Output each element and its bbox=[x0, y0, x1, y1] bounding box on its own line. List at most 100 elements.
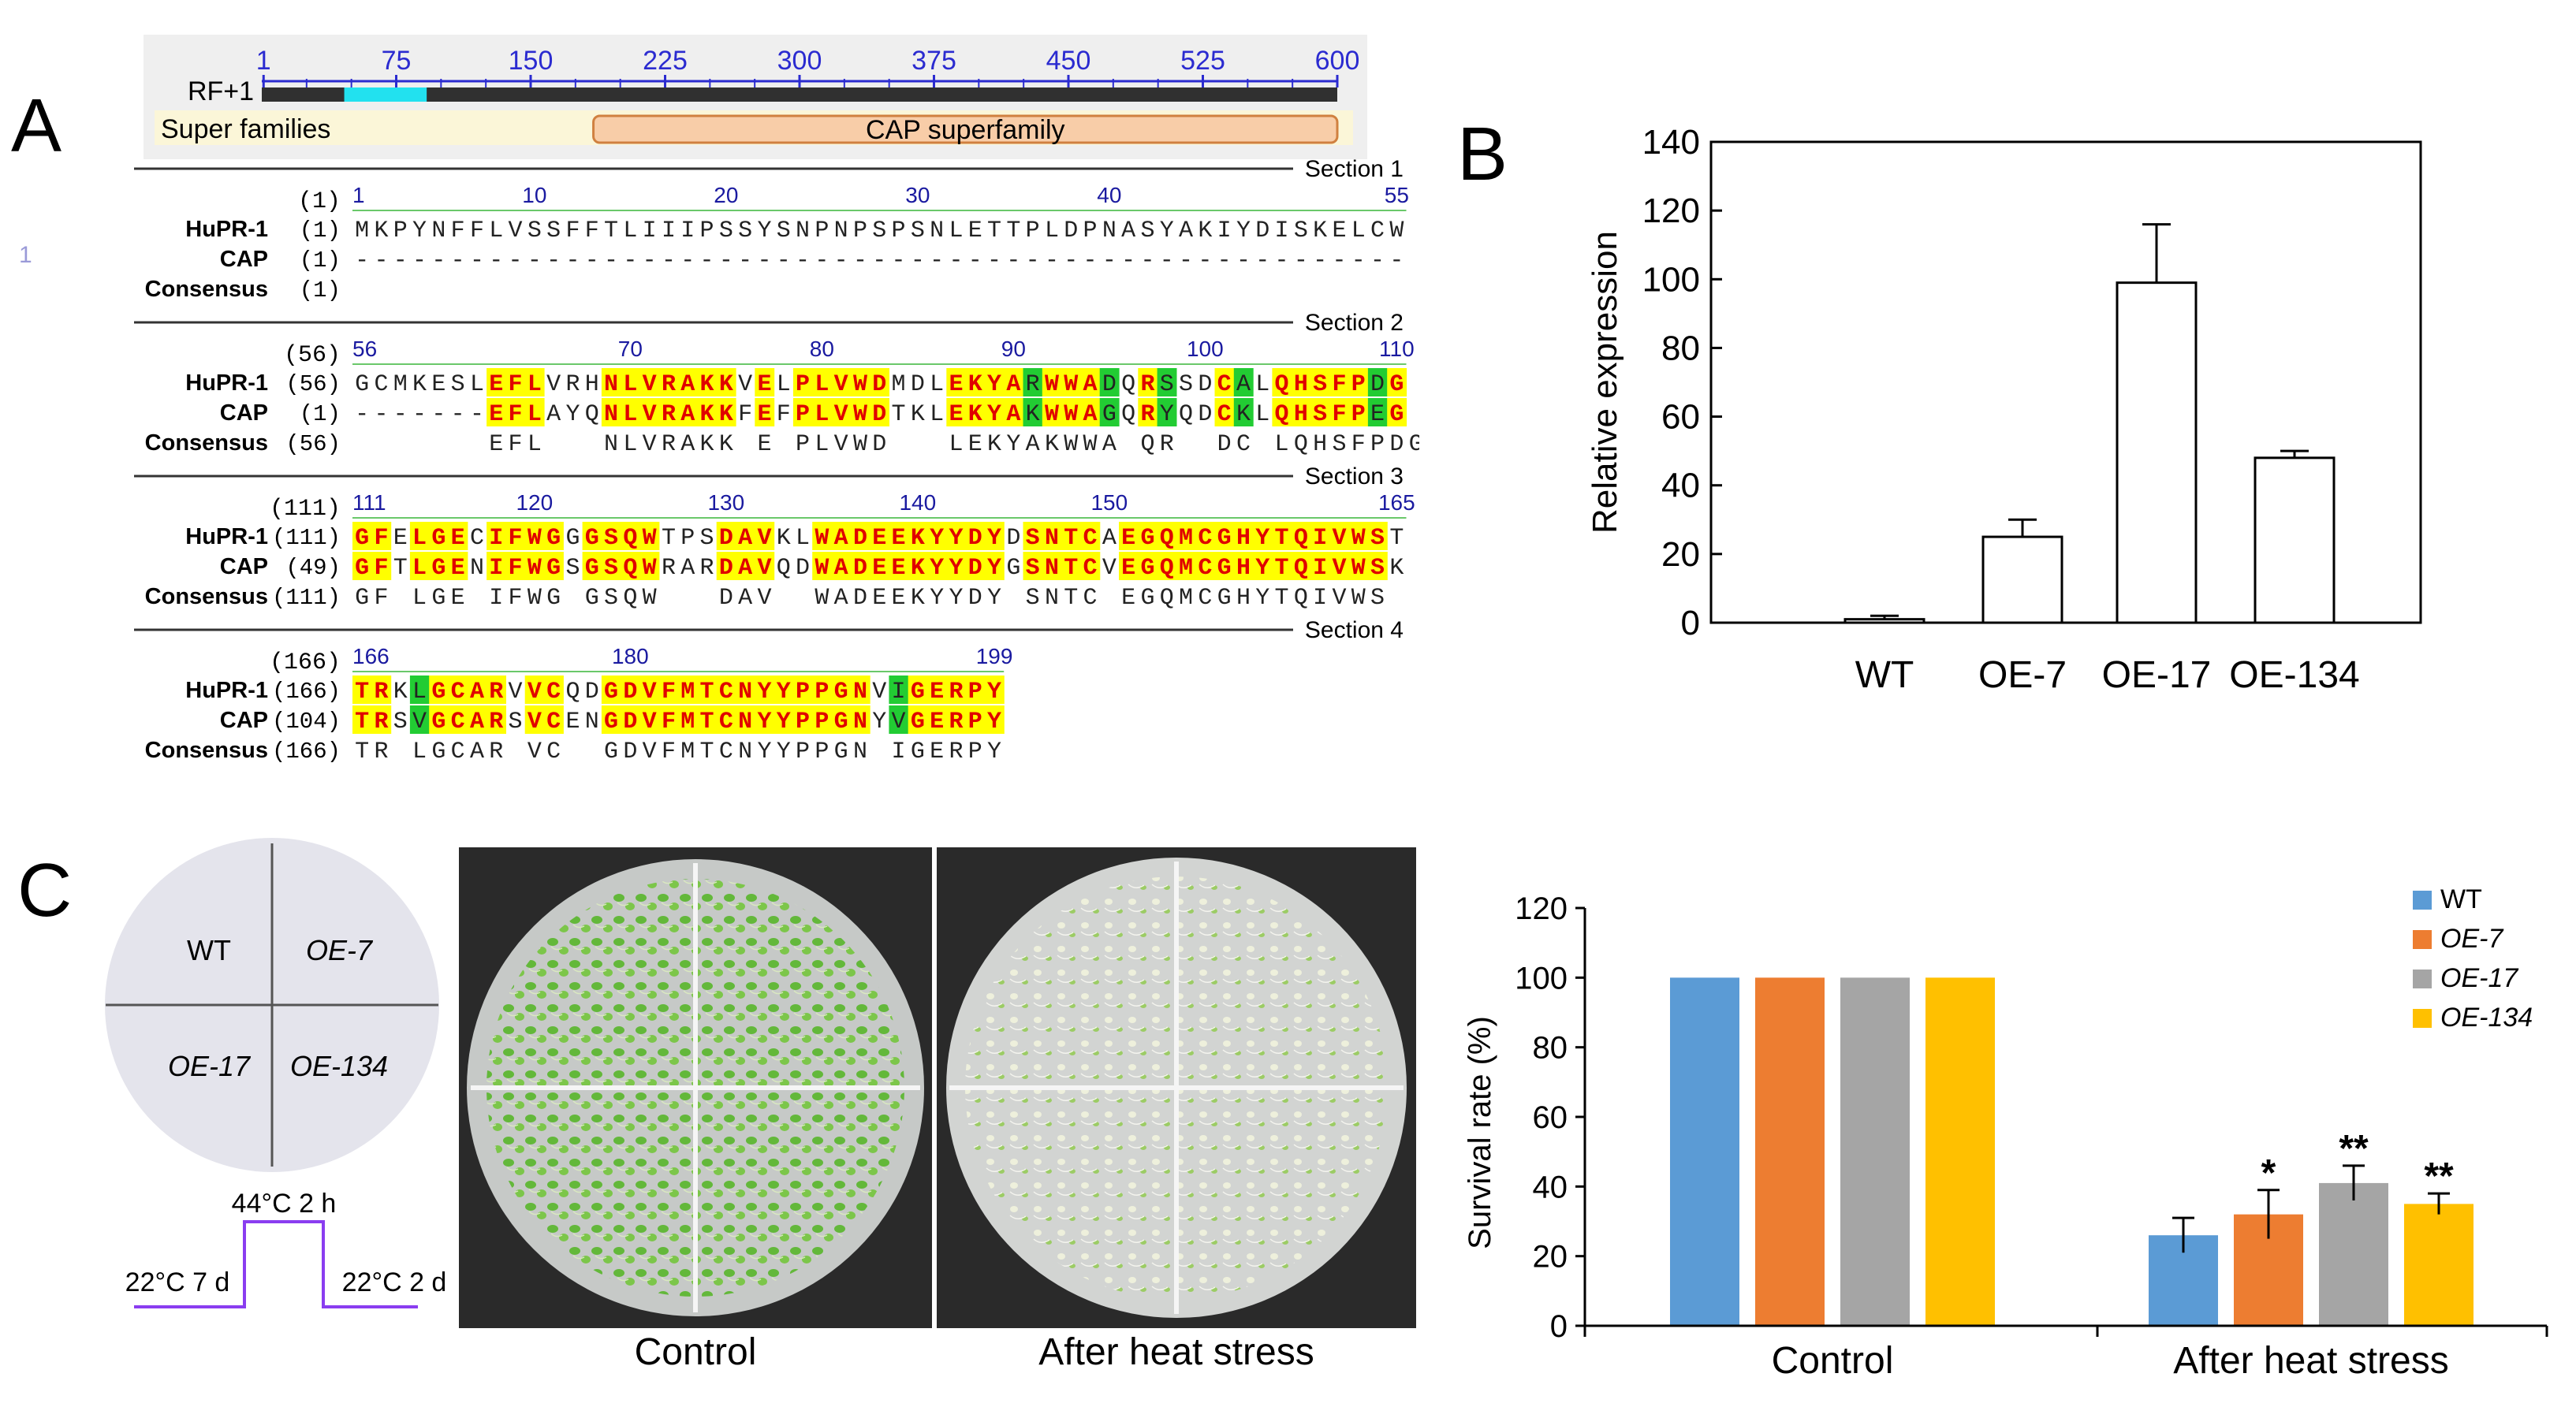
residue: - bbox=[757, 247, 771, 274]
residue: Y bbox=[777, 679, 791, 705]
identical-residue-highlight bbox=[448, 676, 468, 704]
identical-residue-highlight bbox=[601, 398, 621, 426]
survival-y-axis-label: Survival rate (%) bbox=[1463, 1016, 1497, 1249]
residue: W bbox=[1083, 431, 1098, 458]
expression-bar bbox=[2116, 281, 2198, 624]
residue: S bbox=[1370, 525, 1385, 552]
residue: I bbox=[489, 585, 503, 612]
residue: C bbox=[1217, 371, 1232, 398]
identical-residue-highlight bbox=[812, 522, 833, 550]
expression-y-tick-label: 100 bbox=[1642, 260, 1700, 299]
residue: A bbox=[1102, 525, 1117, 552]
residue: C bbox=[451, 679, 465, 705]
identical-residue-highlight bbox=[639, 368, 660, 396]
residue: S bbox=[777, 218, 791, 244]
alignment-row-position: (166) bbox=[272, 679, 341, 705]
residue: S bbox=[719, 218, 733, 244]
survival-legend: WT OE-7 OE-17 OE-134 bbox=[2413, 884, 2533, 1033]
residue: G bbox=[911, 709, 925, 735]
identical-residue-highlight bbox=[371, 676, 392, 704]
residue: D bbox=[968, 555, 982, 582]
residue: L bbox=[412, 585, 427, 612]
residue: D bbox=[585, 679, 599, 705]
ruler-number: 80 bbox=[810, 337, 834, 361]
residue: K bbox=[719, 371, 733, 398]
alignment-row-position: (1) bbox=[300, 277, 341, 303]
residue: G bbox=[1409, 431, 1419, 458]
residue: - bbox=[393, 247, 408, 274]
residue: - bbox=[738, 247, 752, 274]
residue: L bbox=[1255, 401, 1269, 428]
identical-residue-highlight bbox=[1119, 552, 1139, 580]
residue: E bbox=[489, 431, 503, 458]
identical-residue-highlight bbox=[774, 705, 794, 734]
residue: F bbox=[509, 401, 523, 428]
residue: - bbox=[412, 247, 427, 274]
identical-residue-highlight bbox=[812, 398, 833, 426]
identical-residue-highlight bbox=[352, 705, 372, 734]
identical-residue-highlight bbox=[352, 552, 372, 580]
residue: Y bbox=[1255, 525, 1269, 552]
residue: - bbox=[853, 247, 867, 274]
identical-residue-highlight bbox=[984, 398, 1005, 426]
residue: W bbox=[643, 585, 657, 612]
residue: G bbox=[1217, 525, 1232, 552]
identical-residue-highlight bbox=[831, 368, 852, 396]
residue: C bbox=[546, 739, 561, 765]
residue: S bbox=[1332, 431, 1346, 458]
temperature-profile-line bbox=[134, 1220, 418, 1308]
survival-bar bbox=[1670, 977, 1739, 1326]
residue: L bbox=[815, 371, 829, 398]
residue: L bbox=[1275, 431, 1289, 458]
residue: S bbox=[1370, 585, 1385, 612]
identical-residue-highlight bbox=[1348, 552, 1369, 580]
residue: Y bbox=[949, 525, 963, 552]
residue: E bbox=[1121, 525, 1135, 552]
residue: Y bbox=[987, 585, 1001, 612]
identical-residue-highlight bbox=[831, 552, 852, 580]
residue: - bbox=[623, 247, 637, 274]
control-plate-illustration bbox=[467, 859, 924, 1316]
residue: S bbox=[1370, 555, 1385, 582]
identical-residue-highlight bbox=[467, 705, 487, 734]
temperature-high-label: 44°C 2 h bbox=[232, 1189, 337, 1219]
residue: M bbox=[1179, 585, 1193, 612]
residue: D bbox=[1102, 371, 1117, 398]
residue: V bbox=[757, 525, 771, 552]
residue: K bbox=[719, 401, 733, 428]
residue: T bbox=[1275, 525, 1289, 552]
residue: - bbox=[1006, 247, 1020, 274]
residue: V bbox=[509, 679, 523, 705]
alignment-row-name: CAP bbox=[220, 708, 268, 733]
residue: N bbox=[738, 679, 752, 705]
residue: V bbox=[834, 371, 848, 398]
residue: Y bbox=[777, 739, 791, 765]
domain-tick-label: 600 bbox=[1315, 46, 1360, 76]
similar-residue-highlight bbox=[1367, 368, 1388, 396]
residue: G bbox=[1140, 555, 1154, 582]
survival-bar bbox=[2319, 1182, 2388, 1326]
residue: - bbox=[796, 247, 810, 274]
identical-residue-highlight bbox=[984, 552, 1005, 580]
quadrant-label-oe17: OE-17 bbox=[168, 1050, 252, 1082]
residue: M bbox=[892, 371, 906, 398]
identical-residue-highlight bbox=[792, 676, 813, 704]
identical-residue-highlight bbox=[870, 552, 889, 580]
residue: L bbox=[470, 371, 484, 398]
residue: K bbox=[1389, 555, 1404, 582]
identical-residue-highlight bbox=[1042, 552, 1062, 580]
residue: - bbox=[1198, 247, 1212, 274]
identical-residue-highlight bbox=[792, 398, 813, 426]
residue: E bbox=[892, 585, 906, 612]
identical-residue-highlight bbox=[716, 676, 736, 704]
plate-layout-diagram: WT OE-7 OE-17 OE-134 bbox=[105, 838, 439, 1172]
residue: D bbox=[1006, 525, 1020, 552]
identical-residue-highlight bbox=[601, 676, 621, 704]
residue: E bbox=[930, 709, 944, 735]
identical-residue-highlight bbox=[850, 705, 870, 734]
residue: W bbox=[1064, 401, 1078, 428]
identical-residue-highlight bbox=[716, 552, 736, 580]
residue: V bbox=[528, 709, 542, 735]
residue: F bbox=[1351, 431, 1366, 458]
domain-tick-label: 450 bbox=[1046, 46, 1091, 76]
